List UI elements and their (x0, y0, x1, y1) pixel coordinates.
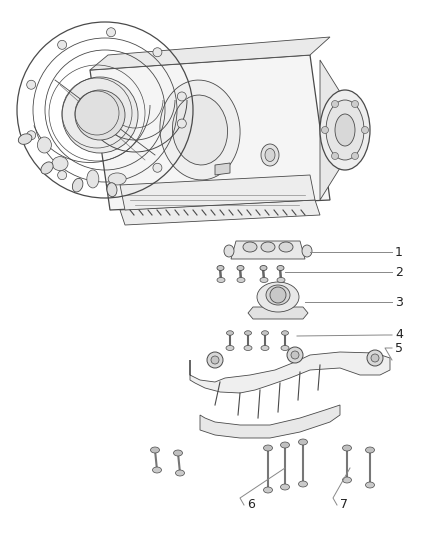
Ellipse shape (265, 149, 275, 161)
Text: 2: 2 (395, 265, 403, 279)
Circle shape (27, 80, 36, 89)
Circle shape (352, 101, 358, 108)
Ellipse shape (244, 345, 252, 351)
Circle shape (270, 287, 286, 303)
Ellipse shape (302, 245, 312, 257)
Ellipse shape (264, 487, 272, 493)
Circle shape (58, 171, 67, 180)
Circle shape (58, 41, 67, 50)
Ellipse shape (18, 134, 32, 144)
Ellipse shape (260, 278, 268, 282)
Circle shape (352, 152, 358, 159)
Text: 1: 1 (395, 246, 403, 259)
Polygon shape (215, 163, 230, 175)
Circle shape (367, 350, 383, 366)
Ellipse shape (87, 170, 99, 188)
Circle shape (211, 356, 219, 364)
Ellipse shape (299, 481, 307, 487)
Circle shape (75, 90, 125, 140)
Circle shape (332, 101, 339, 108)
Ellipse shape (226, 331, 233, 335)
Polygon shape (120, 175, 315, 210)
Ellipse shape (41, 162, 53, 174)
Ellipse shape (244, 331, 251, 335)
Ellipse shape (320, 90, 370, 170)
Ellipse shape (152, 467, 162, 473)
Ellipse shape (176, 470, 184, 476)
Ellipse shape (261, 331, 268, 335)
Ellipse shape (52, 157, 68, 171)
Polygon shape (120, 200, 320, 225)
Ellipse shape (335, 114, 355, 146)
Ellipse shape (264, 445, 272, 451)
Ellipse shape (243, 242, 257, 252)
Circle shape (153, 163, 162, 172)
Text: 4: 4 (395, 328, 403, 342)
Circle shape (153, 48, 162, 56)
Ellipse shape (261, 345, 269, 351)
Circle shape (177, 92, 186, 101)
Ellipse shape (279, 242, 293, 252)
Ellipse shape (365, 482, 374, 488)
Circle shape (106, 183, 116, 192)
Circle shape (361, 126, 368, 133)
Ellipse shape (237, 265, 244, 271)
Ellipse shape (280, 484, 290, 490)
Ellipse shape (72, 179, 83, 192)
Polygon shape (90, 55, 330, 210)
Circle shape (207, 352, 223, 368)
Ellipse shape (160, 80, 240, 180)
Ellipse shape (217, 278, 225, 282)
Ellipse shape (261, 144, 279, 166)
Ellipse shape (237, 278, 245, 282)
Ellipse shape (226, 345, 234, 351)
Text: 6: 6 (247, 498, 255, 512)
Text: 3: 3 (395, 295, 403, 309)
Circle shape (62, 77, 138, 153)
Circle shape (291, 351, 299, 359)
Ellipse shape (266, 285, 290, 305)
Circle shape (371, 354, 379, 362)
Ellipse shape (343, 445, 352, 451)
Text: 5: 5 (395, 342, 403, 354)
Ellipse shape (343, 477, 352, 483)
Ellipse shape (37, 137, 51, 153)
Ellipse shape (277, 265, 284, 271)
Circle shape (177, 119, 186, 128)
Circle shape (106, 28, 116, 37)
Ellipse shape (277, 278, 285, 282)
Circle shape (321, 126, 328, 133)
Text: 7: 7 (340, 498, 348, 512)
Ellipse shape (173, 450, 183, 456)
Ellipse shape (224, 245, 234, 257)
Polygon shape (320, 60, 340, 200)
Circle shape (287, 347, 303, 363)
Ellipse shape (108, 173, 126, 185)
Polygon shape (231, 241, 305, 259)
Ellipse shape (107, 183, 117, 197)
Polygon shape (248, 307, 308, 319)
Ellipse shape (260, 265, 267, 271)
Ellipse shape (365, 447, 374, 453)
Ellipse shape (257, 282, 299, 312)
Ellipse shape (299, 439, 307, 445)
Circle shape (332, 152, 339, 159)
Polygon shape (90, 37, 330, 70)
Ellipse shape (281, 345, 289, 351)
Polygon shape (200, 405, 340, 438)
Circle shape (27, 131, 36, 140)
Ellipse shape (261, 242, 275, 252)
Ellipse shape (151, 447, 159, 453)
Ellipse shape (326, 100, 364, 160)
Polygon shape (190, 352, 390, 393)
Ellipse shape (280, 442, 290, 448)
Ellipse shape (217, 265, 224, 271)
Ellipse shape (282, 331, 289, 335)
Ellipse shape (173, 95, 228, 165)
